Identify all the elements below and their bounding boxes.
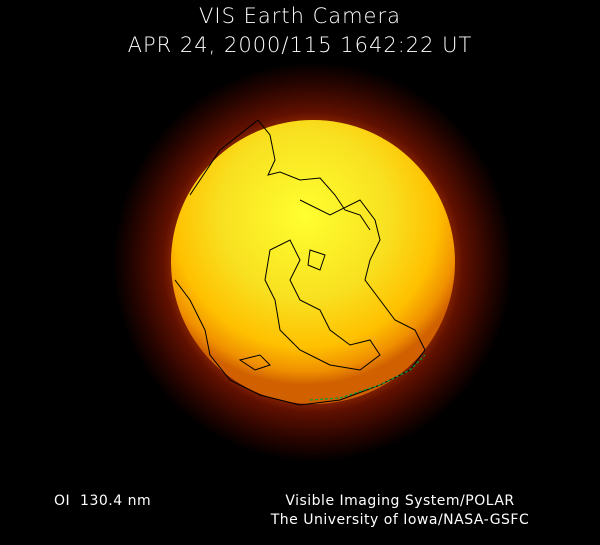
- coastlines: [174, 119, 426, 406]
- credit-line-1: Visible Imaging System/POLAR: [285, 493, 515, 509]
- earth-disk: [171, 120, 455, 404]
- image-timestamp: APR 24, 2000/115 1642:22 UT: [127, 33, 473, 57]
- image-title: VIS Earth Camera: [199, 4, 401, 28]
- aurora-oval: [309, 354, 426, 401]
- credit-line-2: The University of Iowa/NASA-GSFC: [270, 512, 530, 528]
- wavelength-label: OI 130.4 nm: [54, 493, 152, 509]
